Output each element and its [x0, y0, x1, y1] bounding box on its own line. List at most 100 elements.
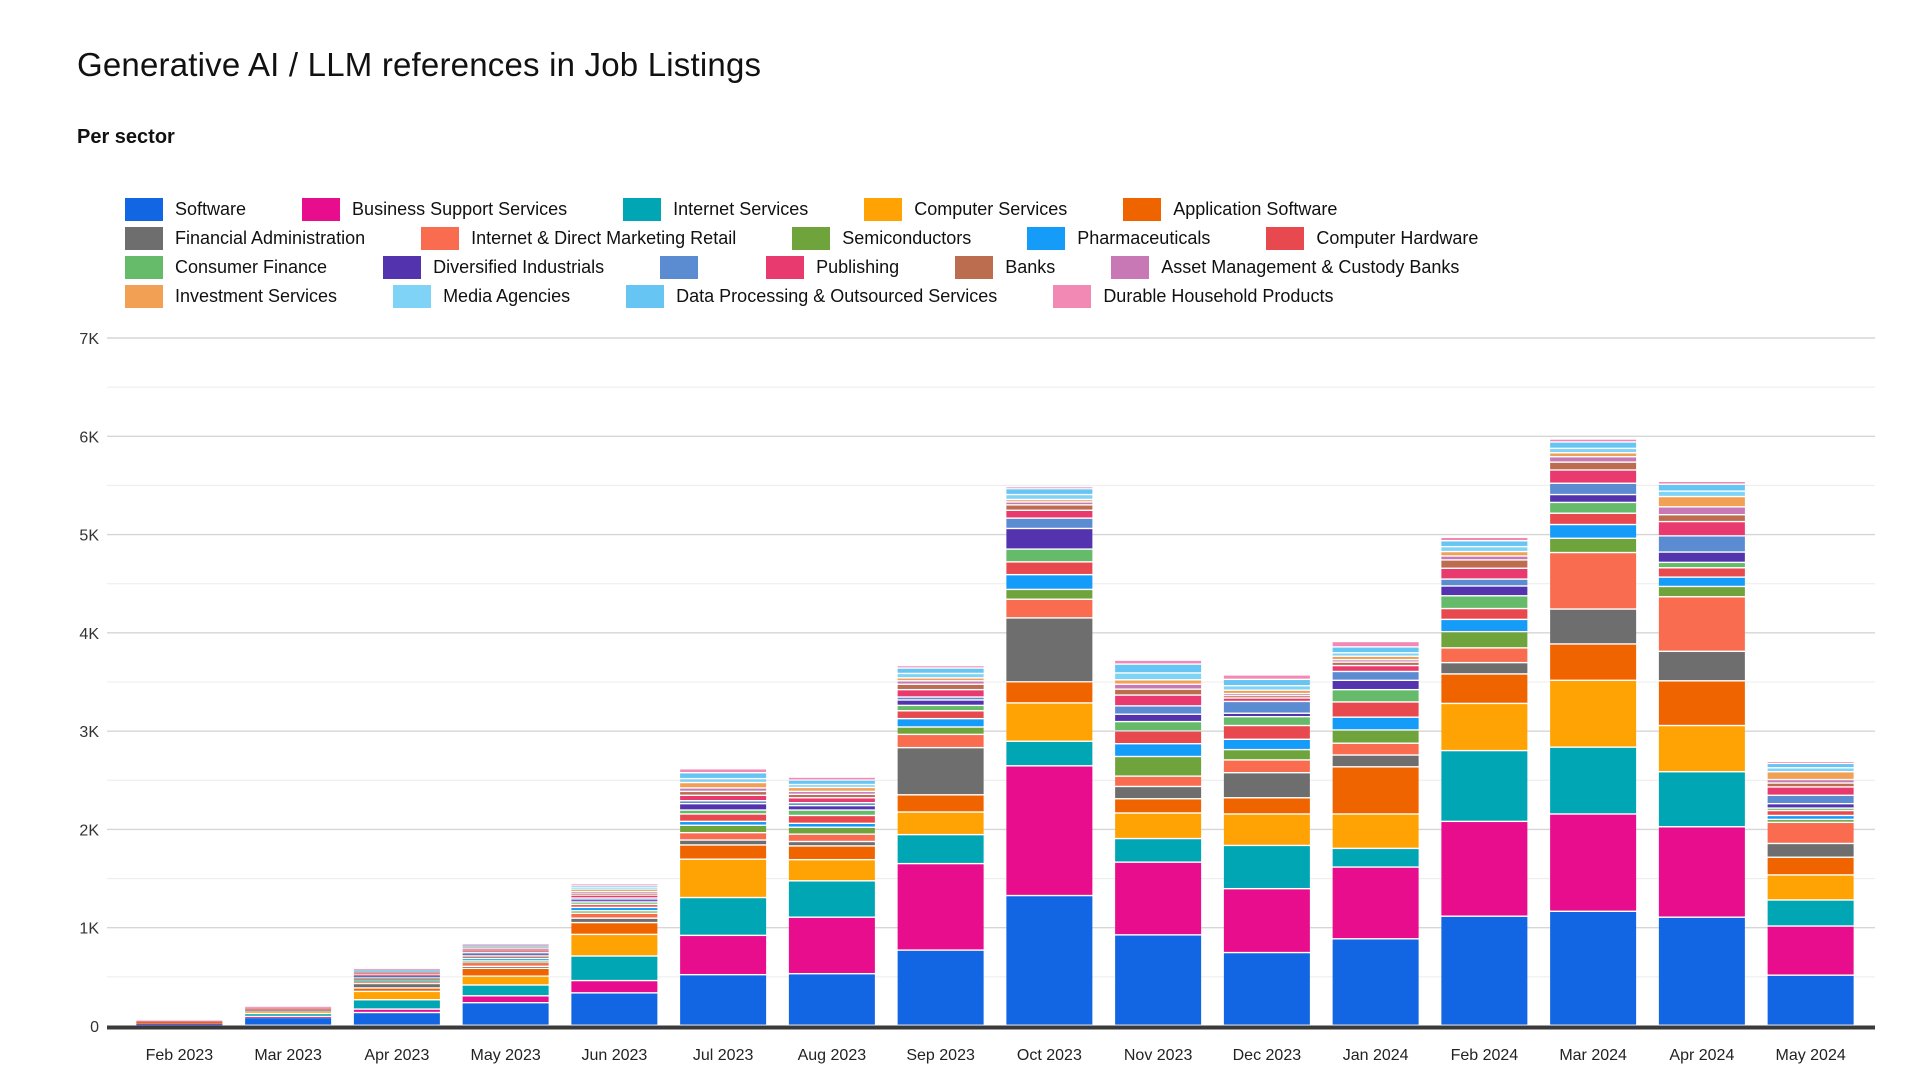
bar-segment[interactable] [897, 864, 984, 950]
bar-segment[interactable] [1550, 439, 1637, 442]
bar-segment[interactable] [1006, 549, 1093, 562]
bar-segment[interactable] [136, 1024, 223, 1026]
bar-segment[interactable] [1550, 442, 1637, 448]
bar-segment[interactable] [1115, 695, 1202, 706]
bar-segment[interactable] [1115, 664, 1202, 673]
bar-segment[interactable] [788, 824, 875, 827]
bar-segment[interactable] [1441, 586, 1528, 596]
bar-segment[interactable] [1332, 653, 1419, 656]
bar-segment[interactable] [1658, 587, 1745, 597]
bar-segment[interactable] [680, 814, 767, 821]
bar-segment[interactable] [788, 792, 875, 794]
bar-segment[interactable] [680, 773, 767, 778]
legend-item-computer-hardware[interactable]: Computer Hardware [1266, 227, 1478, 250]
bar-segment[interactable] [1006, 562, 1093, 574]
bar-segment[interactable] [1006, 896, 1093, 1025]
bar-segment[interactable] [897, 812, 984, 834]
bar-segment[interactable] [897, 748, 984, 795]
bar-segment[interactable] [1006, 590, 1093, 599]
legend-item-internet-services[interactable]: Internet Services [623, 198, 808, 221]
bar-segment[interactable] [1550, 495, 1637, 502]
bar-segment[interactable] [1223, 690, 1310, 693]
bar-segment[interactable] [1658, 536, 1745, 552]
legend-item-banks[interactable]: Banks [955, 256, 1055, 279]
bar-segment[interactable] [1441, 568, 1528, 579]
bar-segment[interactable] [1767, 787, 1854, 795]
bar-segment[interactable] [1223, 773, 1310, 798]
bar-segment[interactable] [353, 1009, 440, 1012]
bar-segment[interactable] [1006, 682, 1093, 703]
bar-segment[interactable] [1332, 767, 1419, 814]
legend-item-pharmaceuticals[interactable]: Pharmaceuticals [1027, 227, 1210, 250]
bar-segment[interactable] [462, 949, 549, 951]
bar-segment[interactable] [1767, 875, 1854, 900]
bar-segment[interactable] [571, 993, 658, 1025]
bar-segment[interactable] [1550, 814, 1637, 911]
bar-segment[interactable] [462, 957, 549, 958]
bar-segment[interactable] [1006, 505, 1093, 510]
bar-segment[interactable] [353, 976, 440, 978]
bar-segment[interactable] [788, 798, 875, 802]
bar-segment[interactable] [571, 935, 658, 956]
bar-segment[interactable] [1441, 620, 1528, 631]
bar-segment[interactable] [788, 803, 875, 805]
bar-segment[interactable] [1658, 481, 1745, 484]
bar-segment[interactable] [353, 970, 440, 972]
legend-item-application-software[interactable]: Application Software [1123, 198, 1337, 221]
bar-segment[interactable] [1332, 672, 1419, 680]
bar-segment[interactable] [571, 892, 658, 894]
bar-segment[interactable] [788, 785, 875, 787]
bar-segment[interactable] [136, 1022, 223, 1024]
bar-segment[interactable] [1767, 804, 1854, 808]
bar-segment[interactable] [1223, 726, 1310, 739]
bar-segment[interactable] [1550, 470, 1637, 483]
bar-segment[interactable] [462, 955, 549, 957]
bar-segment[interactable] [1550, 525, 1637, 538]
bar-segment[interactable] [788, 810, 875, 815]
bar-segment[interactable] [897, 700, 984, 705]
bar-segment[interactable] [680, 840, 767, 845]
bar-segment[interactable] [1332, 642, 1419, 647]
bar-segment[interactable] [680, 898, 767, 935]
legend-item-diversified-industrials[interactable]: Diversified Industrials [383, 256, 604, 279]
bar-segment[interactable] [1332, 666, 1419, 671]
bar-segment[interactable] [1441, 704, 1528, 750]
legend-item-financial-administration[interactable]: Financial Administration [125, 227, 365, 250]
bar-segment[interactable] [1658, 497, 1745, 507]
bar-segment[interactable] [1115, 776, 1202, 786]
bar-segment[interactable] [136, 1022, 223, 1023]
bar-segment[interactable] [245, 1007, 332, 1009]
bar-segment[interactable] [1767, 975, 1854, 1025]
bar-segment[interactable] [1223, 686, 1310, 690]
bar-segment[interactable] [1006, 575, 1093, 589]
bar-segment[interactable] [788, 881, 875, 917]
bar-segment[interactable] [1658, 577, 1745, 586]
bar-segment[interactable] [788, 780, 875, 784]
bar-segment[interactable] [897, 711, 984, 718]
bar-segment[interactable] [680, 801, 767, 803]
bar-segment[interactable] [1006, 518, 1093, 528]
bar-segment[interactable] [462, 968, 549, 976]
bar-segment[interactable] [136, 1023, 223, 1025]
legend-item-durable-household-products[interactable]: Durable Household Products [1053, 285, 1333, 308]
bar-segment[interactable] [680, 833, 767, 840]
legend-item-publishing[interactable]: Publishing [766, 256, 899, 279]
legend-item-consumer-finance[interactable]: Consumer Finance [125, 256, 327, 279]
bar-segment[interactable] [1767, 768, 1854, 772]
bar-segment[interactable] [1550, 513, 1637, 524]
bar-segment[interactable] [571, 886, 658, 888]
bar-segment[interactable] [788, 816, 875, 823]
bar-segment[interactable] [1441, 541, 1528, 546]
bar-segment[interactable] [462, 954, 549, 956]
legend-item-unlabeled[interactable] [660, 256, 710, 279]
bar-segment[interactable] [1767, 820, 1854, 822]
bar-segment[interactable] [571, 981, 658, 993]
bar-segment[interactable] [353, 979, 440, 981]
legend-item-software[interactable]: Software [125, 198, 246, 221]
bar-segment[interactable] [1006, 529, 1093, 549]
bar-segment[interactable] [1115, 862, 1202, 935]
bar-segment[interactable] [897, 690, 984, 697]
bar-segment[interactable] [1332, 647, 1419, 653]
bar-segment[interactable] [1223, 739, 1310, 749]
bar-segment[interactable] [1550, 538, 1637, 552]
